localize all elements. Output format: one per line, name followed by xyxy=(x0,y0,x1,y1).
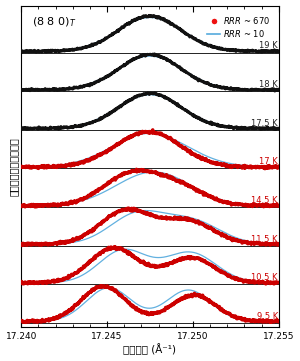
Text: (8 8 0)$_T$: (8 8 0)$_T$ xyxy=(32,15,76,29)
Text: 9.5 K: 9.5 K xyxy=(256,312,278,321)
Text: 17.5 K: 17.5 K xyxy=(251,119,278,128)
Y-axis label: 回折強度（任意単位）: 回折強度（任意単位） xyxy=(8,137,19,196)
Legend: $RRR$ ~ 670, $RRR$ ~ 10: $RRR$ ~ 670, $RRR$ ~ 10 xyxy=(206,13,272,40)
Text: 17 K: 17 K xyxy=(259,157,278,166)
X-axis label: 散乱波数 (Å⁻¹): 散乱波数 (Å⁻¹) xyxy=(124,344,176,356)
Text: 19 K: 19 K xyxy=(259,42,278,51)
Text: 10.5 K: 10.5 K xyxy=(251,273,278,282)
Text: 14.5 K: 14.5 K xyxy=(251,196,278,205)
Text: 11.5 K: 11.5 K xyxy=(251,235,278,244)
Text: 18 K: 18 K xyxy=(259,80,278,89)
